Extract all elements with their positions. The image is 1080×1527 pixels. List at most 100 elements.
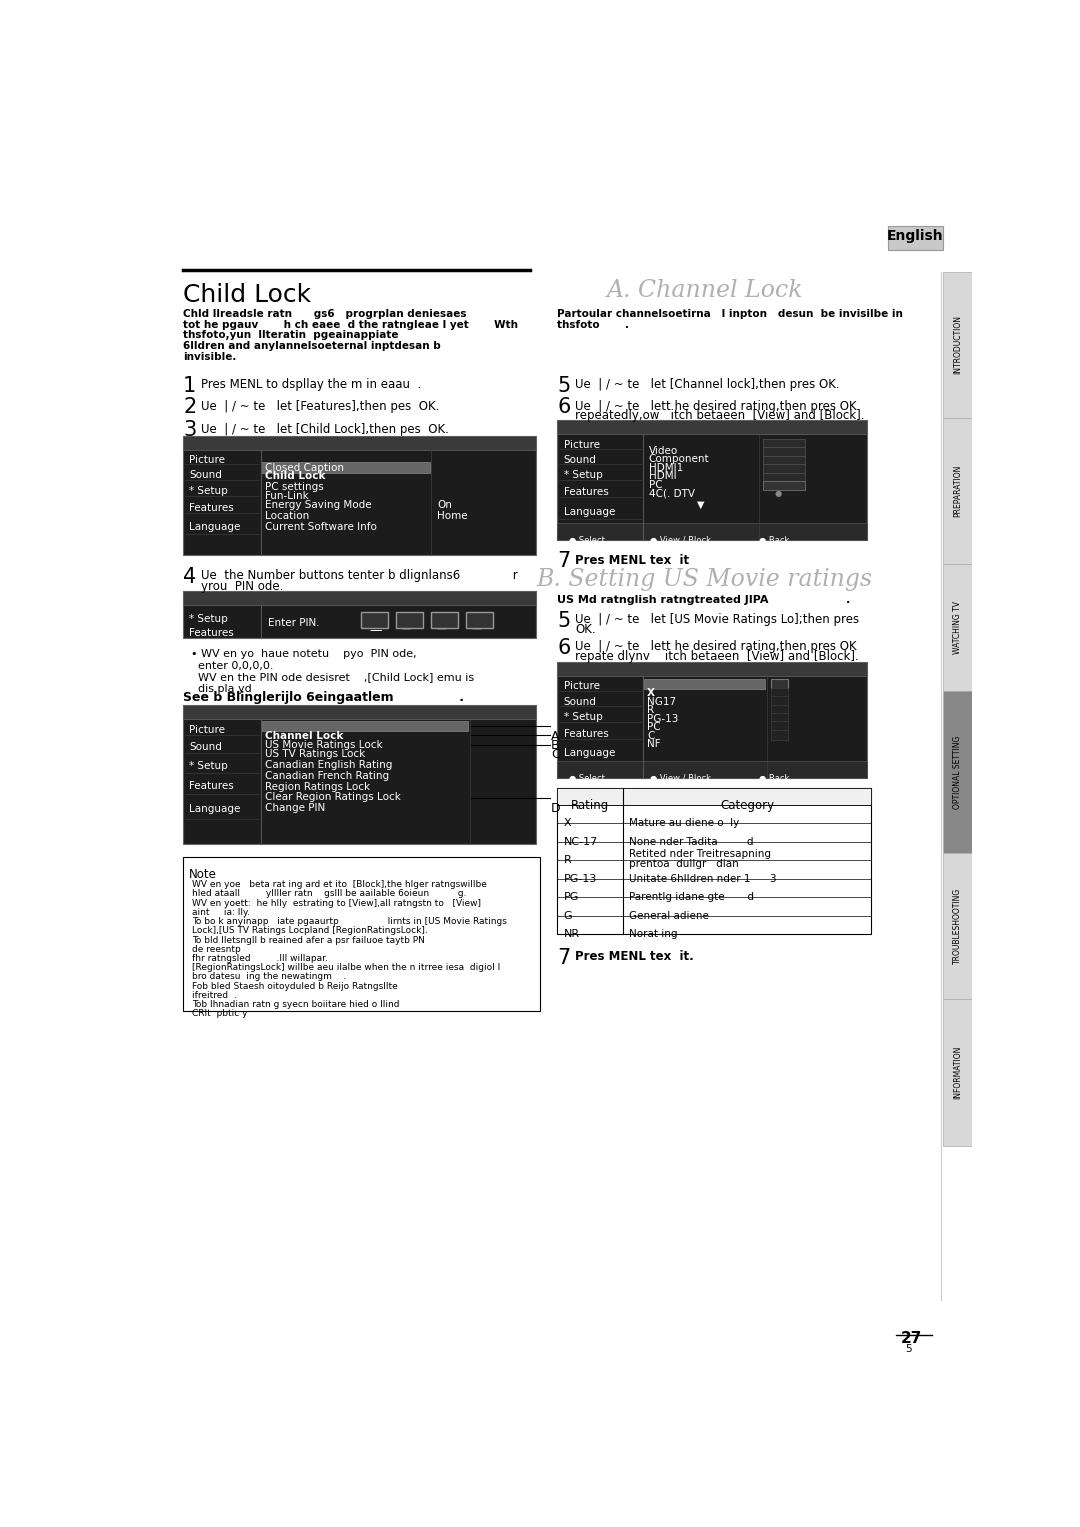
Bar — [183, 705, 536, 719]
Text: Picture: Picture — [189, 724, 226, 734]
Text: D: D — [551, 802, 561, 815]
Text: G: G — [564, 912, 572, 921]
Text: NG17: NG17 — [647, 696, 676, 707]
Text: Note: Note — [189, 867, 217, 881]
Bar — [557, 663, 867, 777]
Text: ● View / Block: ● View / Block — [650, 774, 712, 783]
Text: OK.: OK. — [576, 623, 596, 635]
Text: enter 0,0,0,0.: enter 0,0,0,0. — [191, 661, 273, 670]
Bar — [943, 565, 972, 692]
Bar — [770, 680, 787, 689]
Text: Lock],[US TV Ratings Locpland [RegionRatingsLock].: Lock],[US TV Ratings Locpland [RegionRat… — [192, 927, 428, 936]
Bar — [770, 713, 787, 722]
Bar — [183, 591, 536, 638]
Text: NR: NR — [564, 930, 580, 939]
Text: Pres MENL tex  it.: Pres MENL tex it. — [576, 950, 694, 964]
Bar — [762, 447, 806, 457]
Text: To bo k anyinapp   iate pgaaurtp                 lirnts in [US Movie Ratings: To bo k anyinapp iate pgaaurtp lirnts in… — [192, 918, 508, 925]
Text: bro datesu  ing the newatingm    .: bro datesu ing the newatingm . — [192, 973, 347, 982]
Text: C: C — [647, 731, 654, 741]
Text: 6: 6 — [557, 397, 570, 417]
Text: tot he pgauv       h ch eaee  d the ratngleae l yet       Wth: tot he pgauv h ch eaee d the ratngleae l… — [183, 319, 518, 330]
Text: Picture: Picture — [564, 440, 599, 449]
Text: Features: Features — [564, 487, 608, 498]
Text: Ue  the Number buttons tenter b dlignlans6              r: Ue the Number buttons tenter b dlignlans… — [201, 570, 517, 582]
Text: yrou  PIN ode.: yrou PIN ode. — [201, 580, 283, 592]
Text: ● Select: ● Select — [569, 774, 605, 783]
Bar — [762, 481, 806, 490]
Text: PC: PC — [647, 722, 661, 733]
Text: Language: Language — [564, 748, 615, 759]
Text: Retited nder Treitresapning: Retited nder Treitresapning — [630, 849, 771, 860]
Bar — [557, 788, 872, 805]
Text: dis pla yd: dis pla yd — [191, 684, 252, 693]
Text: A. Channel Lock: A. Channel Lock — [606, 279, 802, 302]
Text: Ue  | / ~ te   lett he desired rating,then pres OK: Ue | / ~ te lett he desired rating,then … — [576, 640, 856, 654]
Text: —: — — [437, 623, 450, 634]
Bar — [183, 591, 536, 605]
Text: Current Software Info: Current Software Info — [266, 522, 377, 531]
Text: Component: Component — [649, 454, 710, 464]
Text: B: B — [551, 739, 559, 753]
Text: Canadian English Rating: Canadian English Rating — [266, 760, 392, 770]
Text: R: R — [647, 705, 654, 715]
Text: Ue  | / ~ te   let [Child Lock],then pes  OK.: Ue | / ~ te let [Child Lock],then pes OK… — [201, 423, 449, 435]
Text: US TV Ratings Lock: US TV Ratings Lock — [266, 750, 365, 759]
Text: Energy Saving Mode: Energy Saving Mode — [266, 501, 372, 510]
Bar — [183, 705, 536, 844]
Text: On: On — [437, 501, 453, 510]
Text: Language: Language — [564, 507, 615, 516]
Text: Features: Features — [564, 730, 608, 739]
Bar — [943, 418, 972, 565]
Text: PG-13: PG-13 — [647, 713, 678, 724]
Text: —: — — [403, 623, 415, 634]
Text: Picture: Picture — [189, 455, 226, 466]
Text: ● Back: ● Back — [759, 774, 789, 783]
Bar — [557, 663, 867, 676]
Text: Tob lhnadian ratn g syecn boiitare hied o llind: Tob lhnadian ratn g syecn boiitare hied … — [192, 1000, 400, 1009]
Text: Features: Features — [189, 502, 234, 513]
Text: • WV en yo  haue notetu    pyo  PIN ode,: • WV en yo haue notetu pyo PIN ode, — [191, 649, 417, 660]
Bar — [557, 760, 867, 777]
Text: NF: NF — [647, 739, 661, 750]
Text: ▼: ▼ — [697, 499, 704, 510]
Text: HDMI1: HDMI1 — [649, 463, 683, 473]
Text: Child Lock: Child Lock — [183, 284, 311, 307]
Text: [RegionRatingsLock] willbe aeu ilalbe when the n itrree iesa  digiol l: [RegionRatingsLock] willbe aeu ilalbe wh… — [192, 964, 501, 973]
Bar — [762, 473, 806, 483]
Text: Picture: Picture — [564, 681, 599, 692]
Text: ● Back: ● Back — [759, 536, 789, 545]
Bar — [762, 464, 806, 473]
Text: General adiene: General adiene — [630, 912, 710, 921]
Text: Mature au diene o  ly: Mature au diene o ly — [630, 818, 740, 829]
Text: US Md ratnglish ratngtreated JIPA                    .: US Md ratnglish ratngtreated JIPA . — [557, 596, 851, 605]
Text: Features: Features — [189, 780, 234, 791]
Text: Ue  | / ~ te   let [Features],then pes  OK.: Ue | / ~ te let [Features],then pes OK. — [201, 400, 440, 412]
Bar — [770, 687, 787, 698]
Text: 7: 7 — [557, 551, 570, 571]
Text: C: C — [551, 748, 559, 762]
Text: Home: Home — [437, 512, 468, 521]
Text: Category: Category — [720, 799, 774, 812]
Bar — [557, 788, 872, 935]
Text: Parentlg idane gte       d: Parentlg idane gte d — [630, 892, 755, 902]
Bar — [557, 420, 867, 434]
Bar — [262, 721, 469, 731]
Text: 27: 27 — [901, 1330, 922, 1345]
Text: repate dlynv    itch betaeen  [View] and [Block].: repate dlynv itch betaeen [View] and [Bl… — [576, 651, 859, 663]
Text: aint     ia: lly.: aint ia: lly. — [192, 909, 251, 916]
Text: TROUBLESHOOTING: TROUBLESHOOTING — [953, 889, 962, 965]
Bar — [889, 226, 943, 250]
Text: Child Lock: Child Lock — [266, 472, 326, 481]
Bar — [183, 435, 536, 556]
Bar — [465, 612, 494, 628]
Text: 5: 5 — [905, 1344, 912, 1354]
Text: R: R — [564, 855, 571, 866]
Bar — [943, 1000, 972, 1145]
Text: Video: Video — [649, 446, 678, 457]
Text: Fun-Link: Fun-Link — [266, 492, 309, 501]
Bar — [557, 522, 867, 539]
Text: Channel Lock: Channel Lock — [266, 731, 343, 741]
Text: INFORMATION: INFORMATION — [953, 1046, 962, 1099]
Bar — [762, 457, 806, 466]
